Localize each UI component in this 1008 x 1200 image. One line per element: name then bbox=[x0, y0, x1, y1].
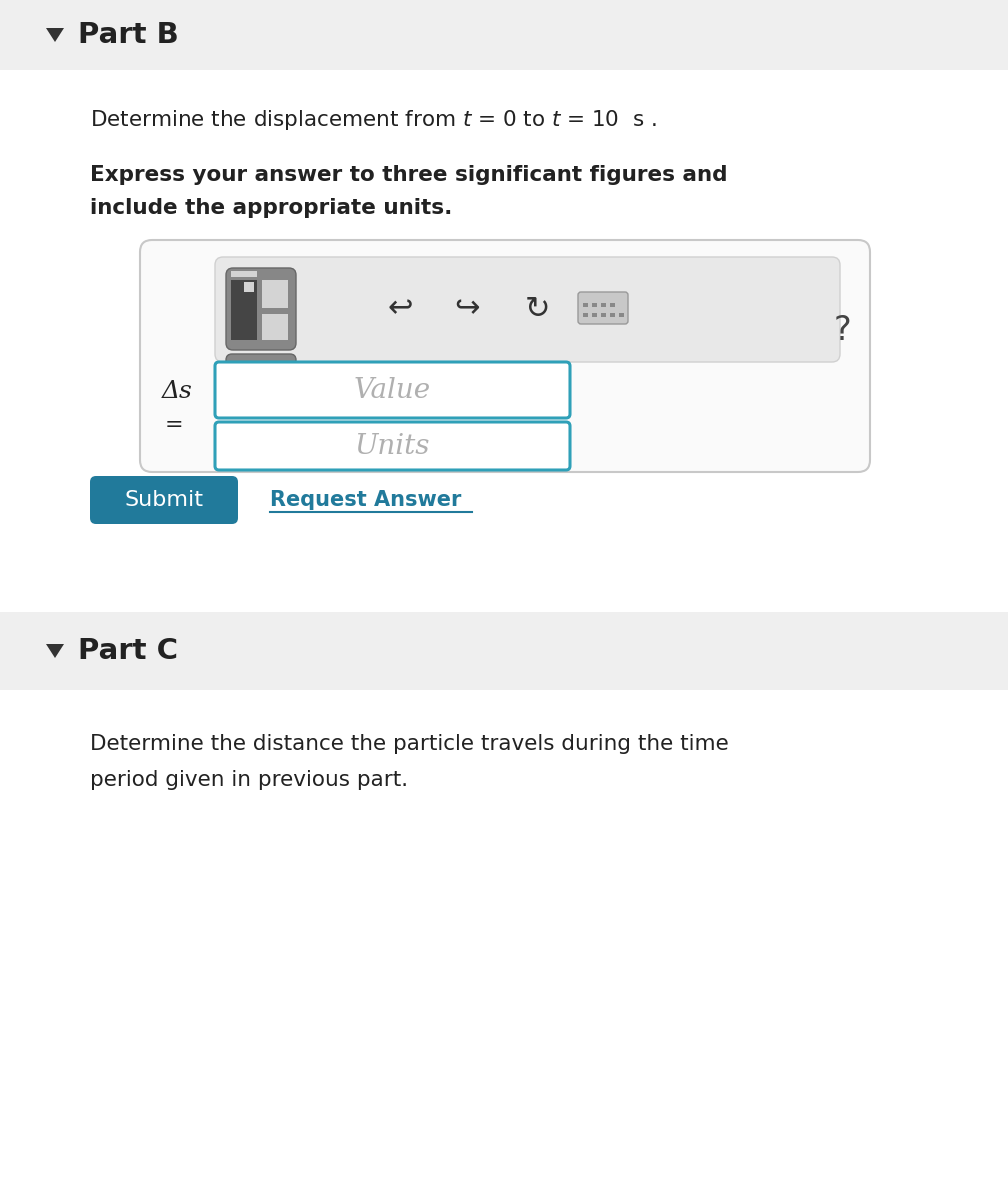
Text: =: = bbox=[165, 415, 183, 434]
Bar bbox=[619, 313, 624, 317]
Text: Determine the displacement from $t$ = 0 to $t$ = 10  s .: Determine the displacement from $t$ = 0 … bbox=[90, 108, 657, 132]
Text: °: ° bbox=[266, 367, 272, 377]
Text: ?: ? bbox=[834, 313, 851, 347]
FancyBboxPatch shape bbox=[226, 354, 296, 402]
Text: Submit: Submit bbox=[125, 490, 204, 510]
Text: Request Answer: Request Answer bbox=[270, 490, 462, 510]
Text: μÅ: μÅ bbox=[249, 366, 273, 388]
Bar bbox=[610, 302, 615, 307]
Bar bbox=[262, 280, 288, 308]
FancyBboxPatch shape bbox=[215, 422, 570, 470]
FancyBboxPatch shape bbox=[226, 268, 296, 350]
Bar bbox=[244, 282, 254, 292]
Bar bbox=[231, 271, 257, 277]
Bar bbox=[592, 302, 597, 307]
Bar bbox=[592, 313, 597, 317]
Bar bbox=[0, 0, 1008, 70]
Polygon shape bbox=[46, 28, 64, 42]
Polygon shape bbox=[46, 644, 64, 658]
Bar bbox=[601, 302, 606, 307]
Text: include the appropriate units.: include the appropriate units. bbox=[90, 198, 453, 218]
FancyBboxPatch shape bbox=[215, 362, 570, 418]
Bar bbox=[583, 302, 588, 307]
Text: Units: Units bbox=[355, 432, 430, 460]
Text: Express your answer to three significant figures and: Express your answer to three significant… bbox=[90, 164, 728, 185]
Text: Δs: Δs bbox=[162, 380, 193, 403]
Bar bbox=[262, 314, 288, 340]
Text: ↪: ↪ bbox=[455, 294, 480, 324]
Text: ↩: ↩ bbox=[387, 294, 412, 324]
Bar bbox=[0, 612, 1008, 690]
Bar bbox=[231, 280, 257, 340]
Text: Determine the distance the particle travels during the time: Determine the distance the particle trav… bbox=[90, 734, 729, 754]
FancyBboxPatch shape bbox=[578, 292, 628, 324]
Bar bbox=[583, 313, 588, 317]
FancyBboxPatch shape bbox=[140, 240, 870, 472]
Bar bbox=[601, 313, 606, 317]
Text: Part C: Part C bbox=[78, 637, 178, 665]
Text: period given in previous part.: period given in previous part. bbox=[90, 770, 408, 790]
Bar bbox=[610, 313, 615, 317]
FancyBboxPatch shape bbox=[215, 257, 840, 362]
Text: Part B: Part B bbox=[78, 20, 178, 49]
Text: ↻: ↻ bbox=[524, 294, 549, 324]
Text: Value: Value bbox=[354, 377, 431, 403]
FancyBboxPatch shape bbox=[90, 476, 238, 524]
